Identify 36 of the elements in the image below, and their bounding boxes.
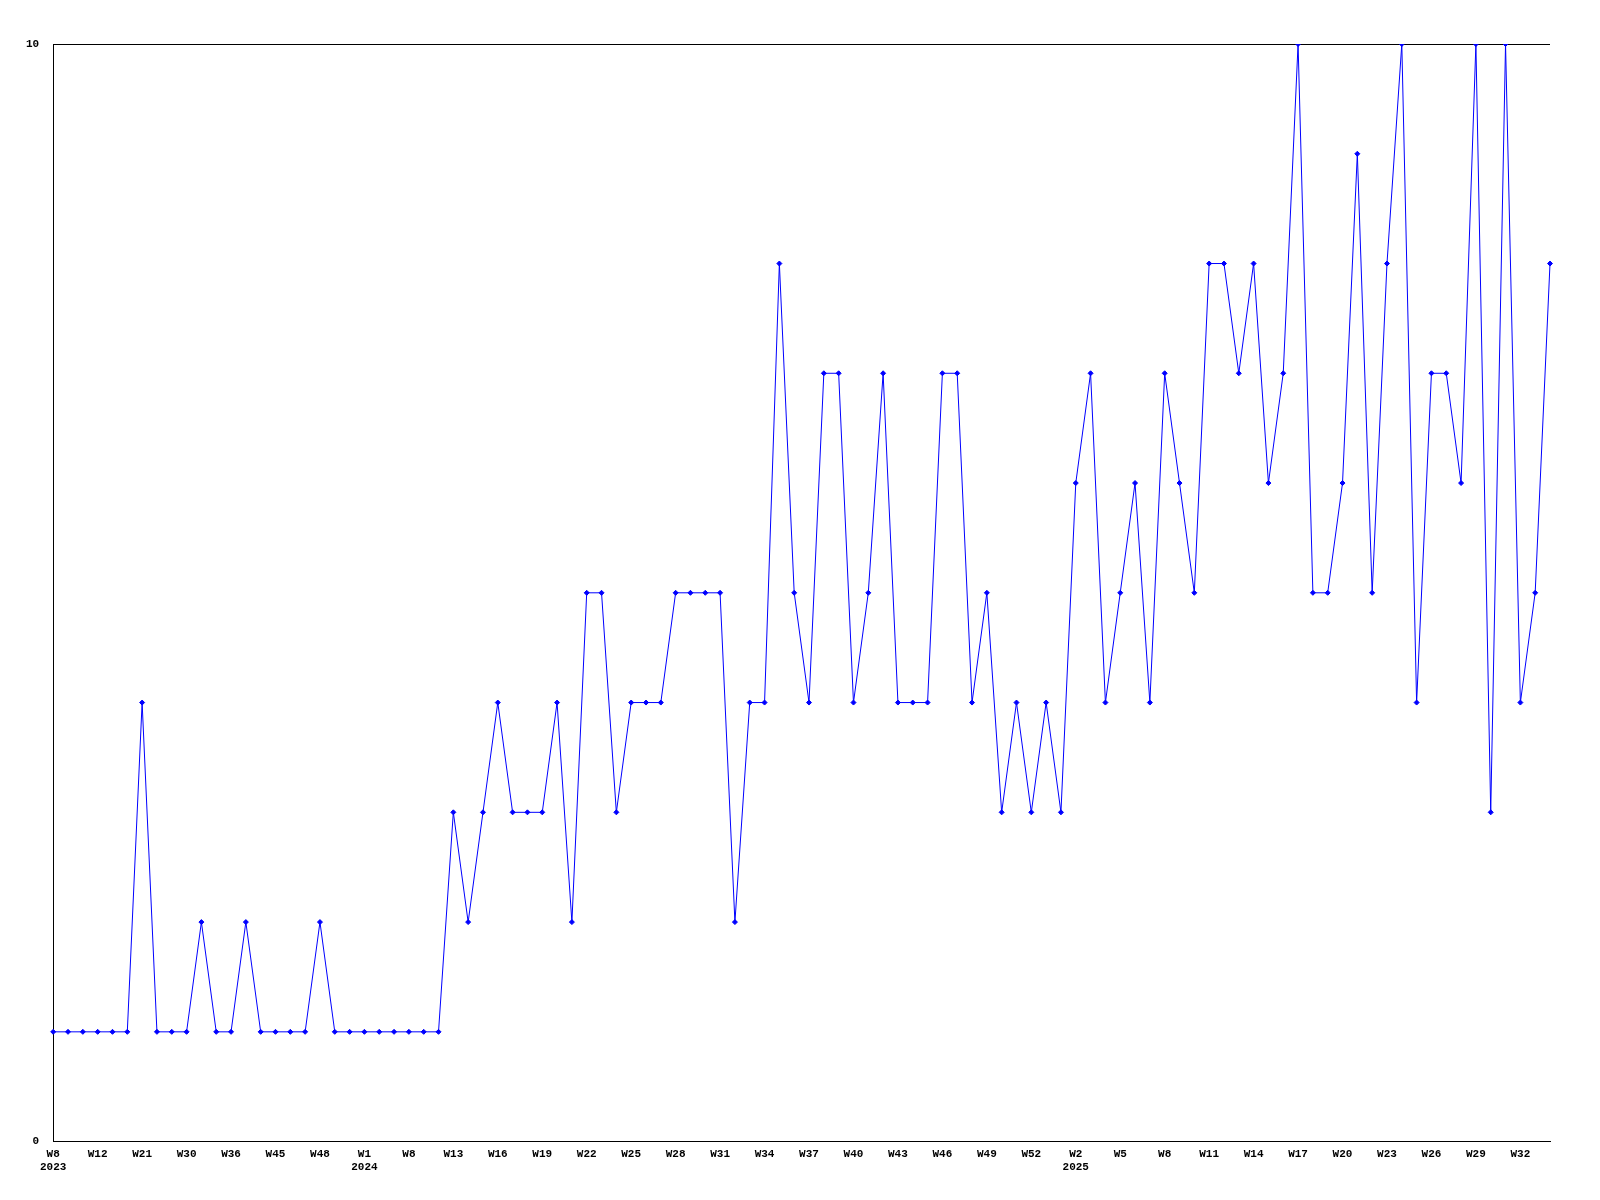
x-tick-label: W20 (1332, 1147, 1353, 1160)
x-tick-label: W19 (532, 1147, 553, 1160)
x-tick-label: W45 (265, 1147, 286, 1160)
x-tick-label: W40 (843, 1147, 864, 1160)
x-tick-label: W8 2023 (40, 1147, 67, 1174)
x-tick-label: W2 2025 (1062, 1147, 1090, 1174)
x-tick-label: W32 (1510, 1147, 1531, 1160)
x-tick-label: W21 (132, 1147, 153, 1160)
x-tick-label: W22 (576, 1147, 597, 1160)
x-tick-label: W48 (310, 1147, 331, 1160)
x-tick-label: W1 2024 (351, 1147, 379, 1174)
y-tick-label: 10 (26, 37, 40, 50)
y-tick-label: 0 (32, 1135, 40, 1148)
x-tick-label: W16 (487, 1147, 508, 1160)
x-tick-label: W5 (1113, 1147, 1128, 1160)
x-tick-label: W26 (1421, 1147, 1442, 1160)
x-tick-label: W17 (1288, 1147, 1308, 1160)
x-tick-label: W25 (621, 1147, 642, 1160)
x-tick-label: W49 (976, 1147, 997, 1160)
x-tick-label: W29 (1465, 1147, 1486, 1160)
x-tick-label: W12 (87, 1147, 108, 1160)
x-tick-label: W28 (665, 1147, 686, 1160)
x-tick-label: W46 (932, 1147, 953, 1160)
x-tick-label: W23 (1377, 1147, 1398, 1160)
x-tick-label: W52 (1021, 1147, 1042, 1160)
x-tick-label: W14 (1243, 1147, 1264, 1160)
x-tick-label: W43 (888, 1147, 909, 1160)
x-tick-label: W31 (710, 1147, 731, 1160)
x-tick-label: W11 (1199, 1147, 1220, 1160)
x-tick-label: W34 (754, 1147, 775, 1160)
x-tick-label: W36 (221, 1147, 241, 1160)
x-tick-label: W37 (799, 1147, 819, 1160)
x-tick-label: W8 (402, 1147, 416, 1160)
x-tick-label: W13 (443, 1147, 464, 1160)
x-tick-label: W30 (176, 1147, 197, 1160)
x-tick-label: W8 (1158, 1147, 1172, 1160)
